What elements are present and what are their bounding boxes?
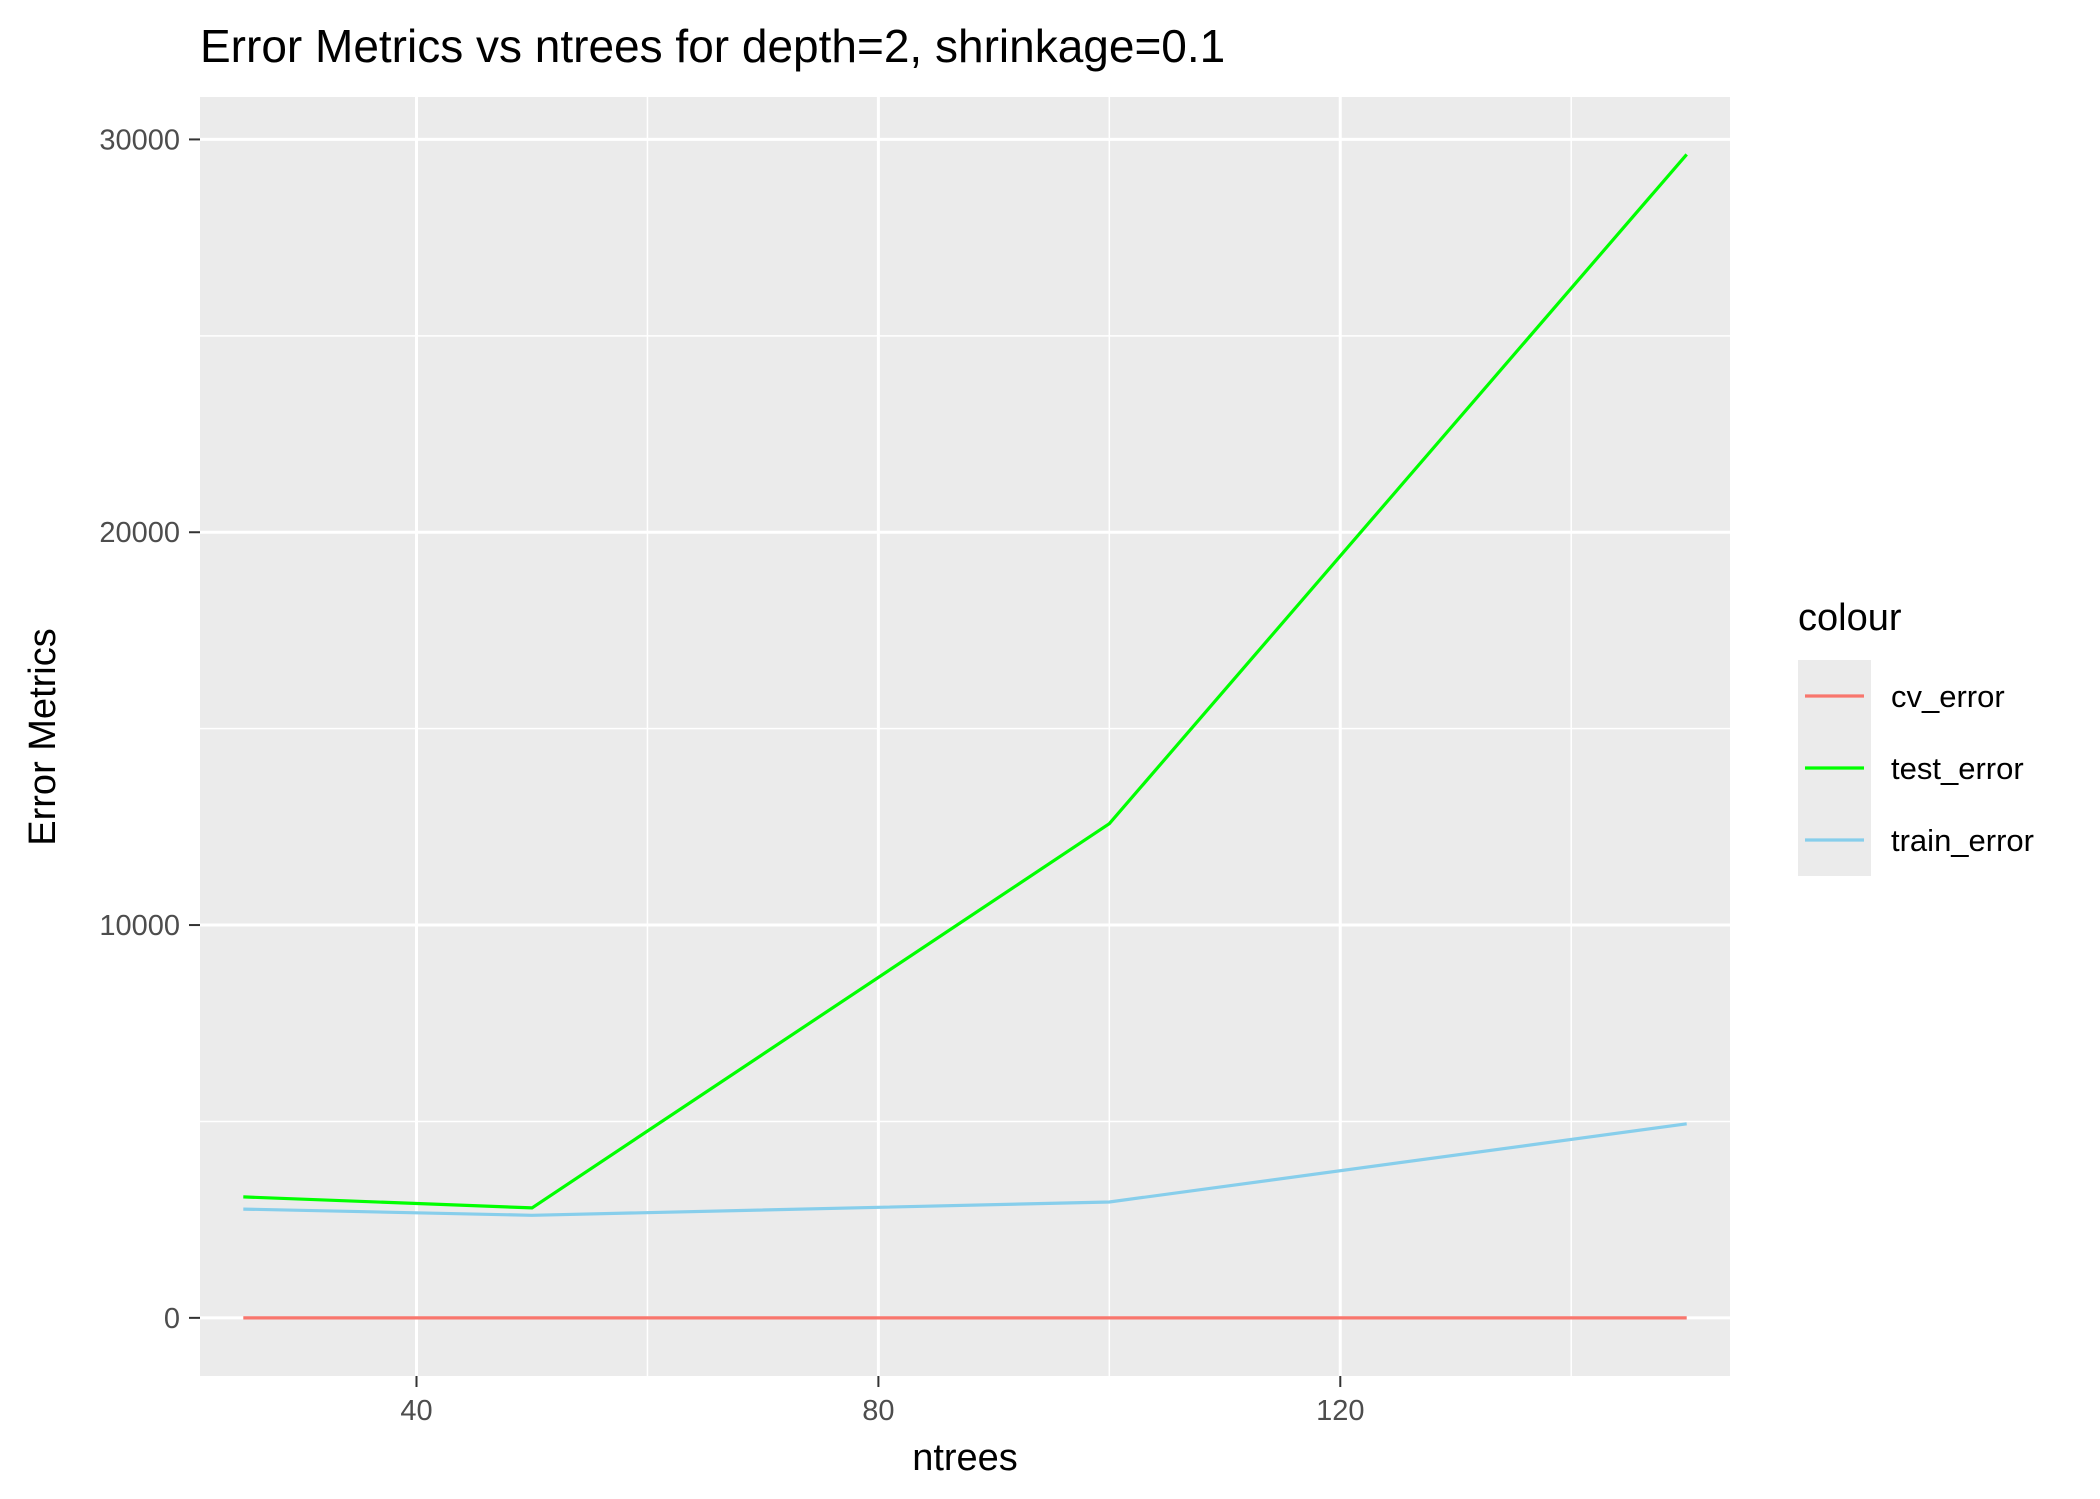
x-tick-label: 40: [400, 1395, 432, 1427]
legend: colour cv_error test_error train_error: [1798, 597, 2034, 876]
series-line-test-error: [243, 153, 1688, 1210]
x-axis: 40 80 120: [400, 1376, 1364, 1427]
legend-label: cv_error: [1891, 679, 2005, 714]
legend-label: test_error: [1891, 751, 2024, 786]
y-tick-label: 20000: [99, 517, 180, 549]
x-tick-label: 120: [1316, 1395, 1364, 1427]
y-tick-label: 10000: [99, 910, 180, 942]
plot-panel: [200, 97, 1730, 1376]
y-tick-label: 0: [164, 1303, 180, 1335]
legend-title: colour: [1798, 597, 1902, 639]
grid-minor: [184, 97, 1730, 1376]
y-axis: 0 10000 20000 30000: [99, 124, 200, 1335]
series-line-train-error: [243, 1122, 1687, 1217]
x-tick-label: 80: [862, 1395, 894, 1427]
legend-keys: cv_error test_error train_error: [1798, 660, 2034, 876]
y-axis-title: Error Metrics: [22, 628, 64, 845]
series-lines: [243, 153, 1688, 1320]
x-axis-title: ntrees: [912, 1437, 1018, 1479]
legend-label: train_error: [1891, 823, 2034, 858]
chart-title: Error Metrics vs ntrees for depth=2, shr…: [200, 20, 1225, 72]
y-tick-label: 30000: [99, 124, 180, 156]
